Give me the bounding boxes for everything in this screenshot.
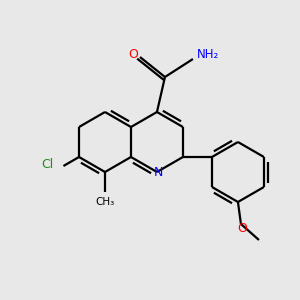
Text: N: N xyxy=(153,167,163,179)
Text: CH₃: CH₃ xyxy=(95,197,115,207)
Text: O: O xyxy=(128,47,138,61)
Text: Cl: Cl xyxy=(41,158,53,172)
Text: NH₂: NH₂ xyxy=(197,49,219,62)
Text: O: O xyxy=(237,223,247,236)
